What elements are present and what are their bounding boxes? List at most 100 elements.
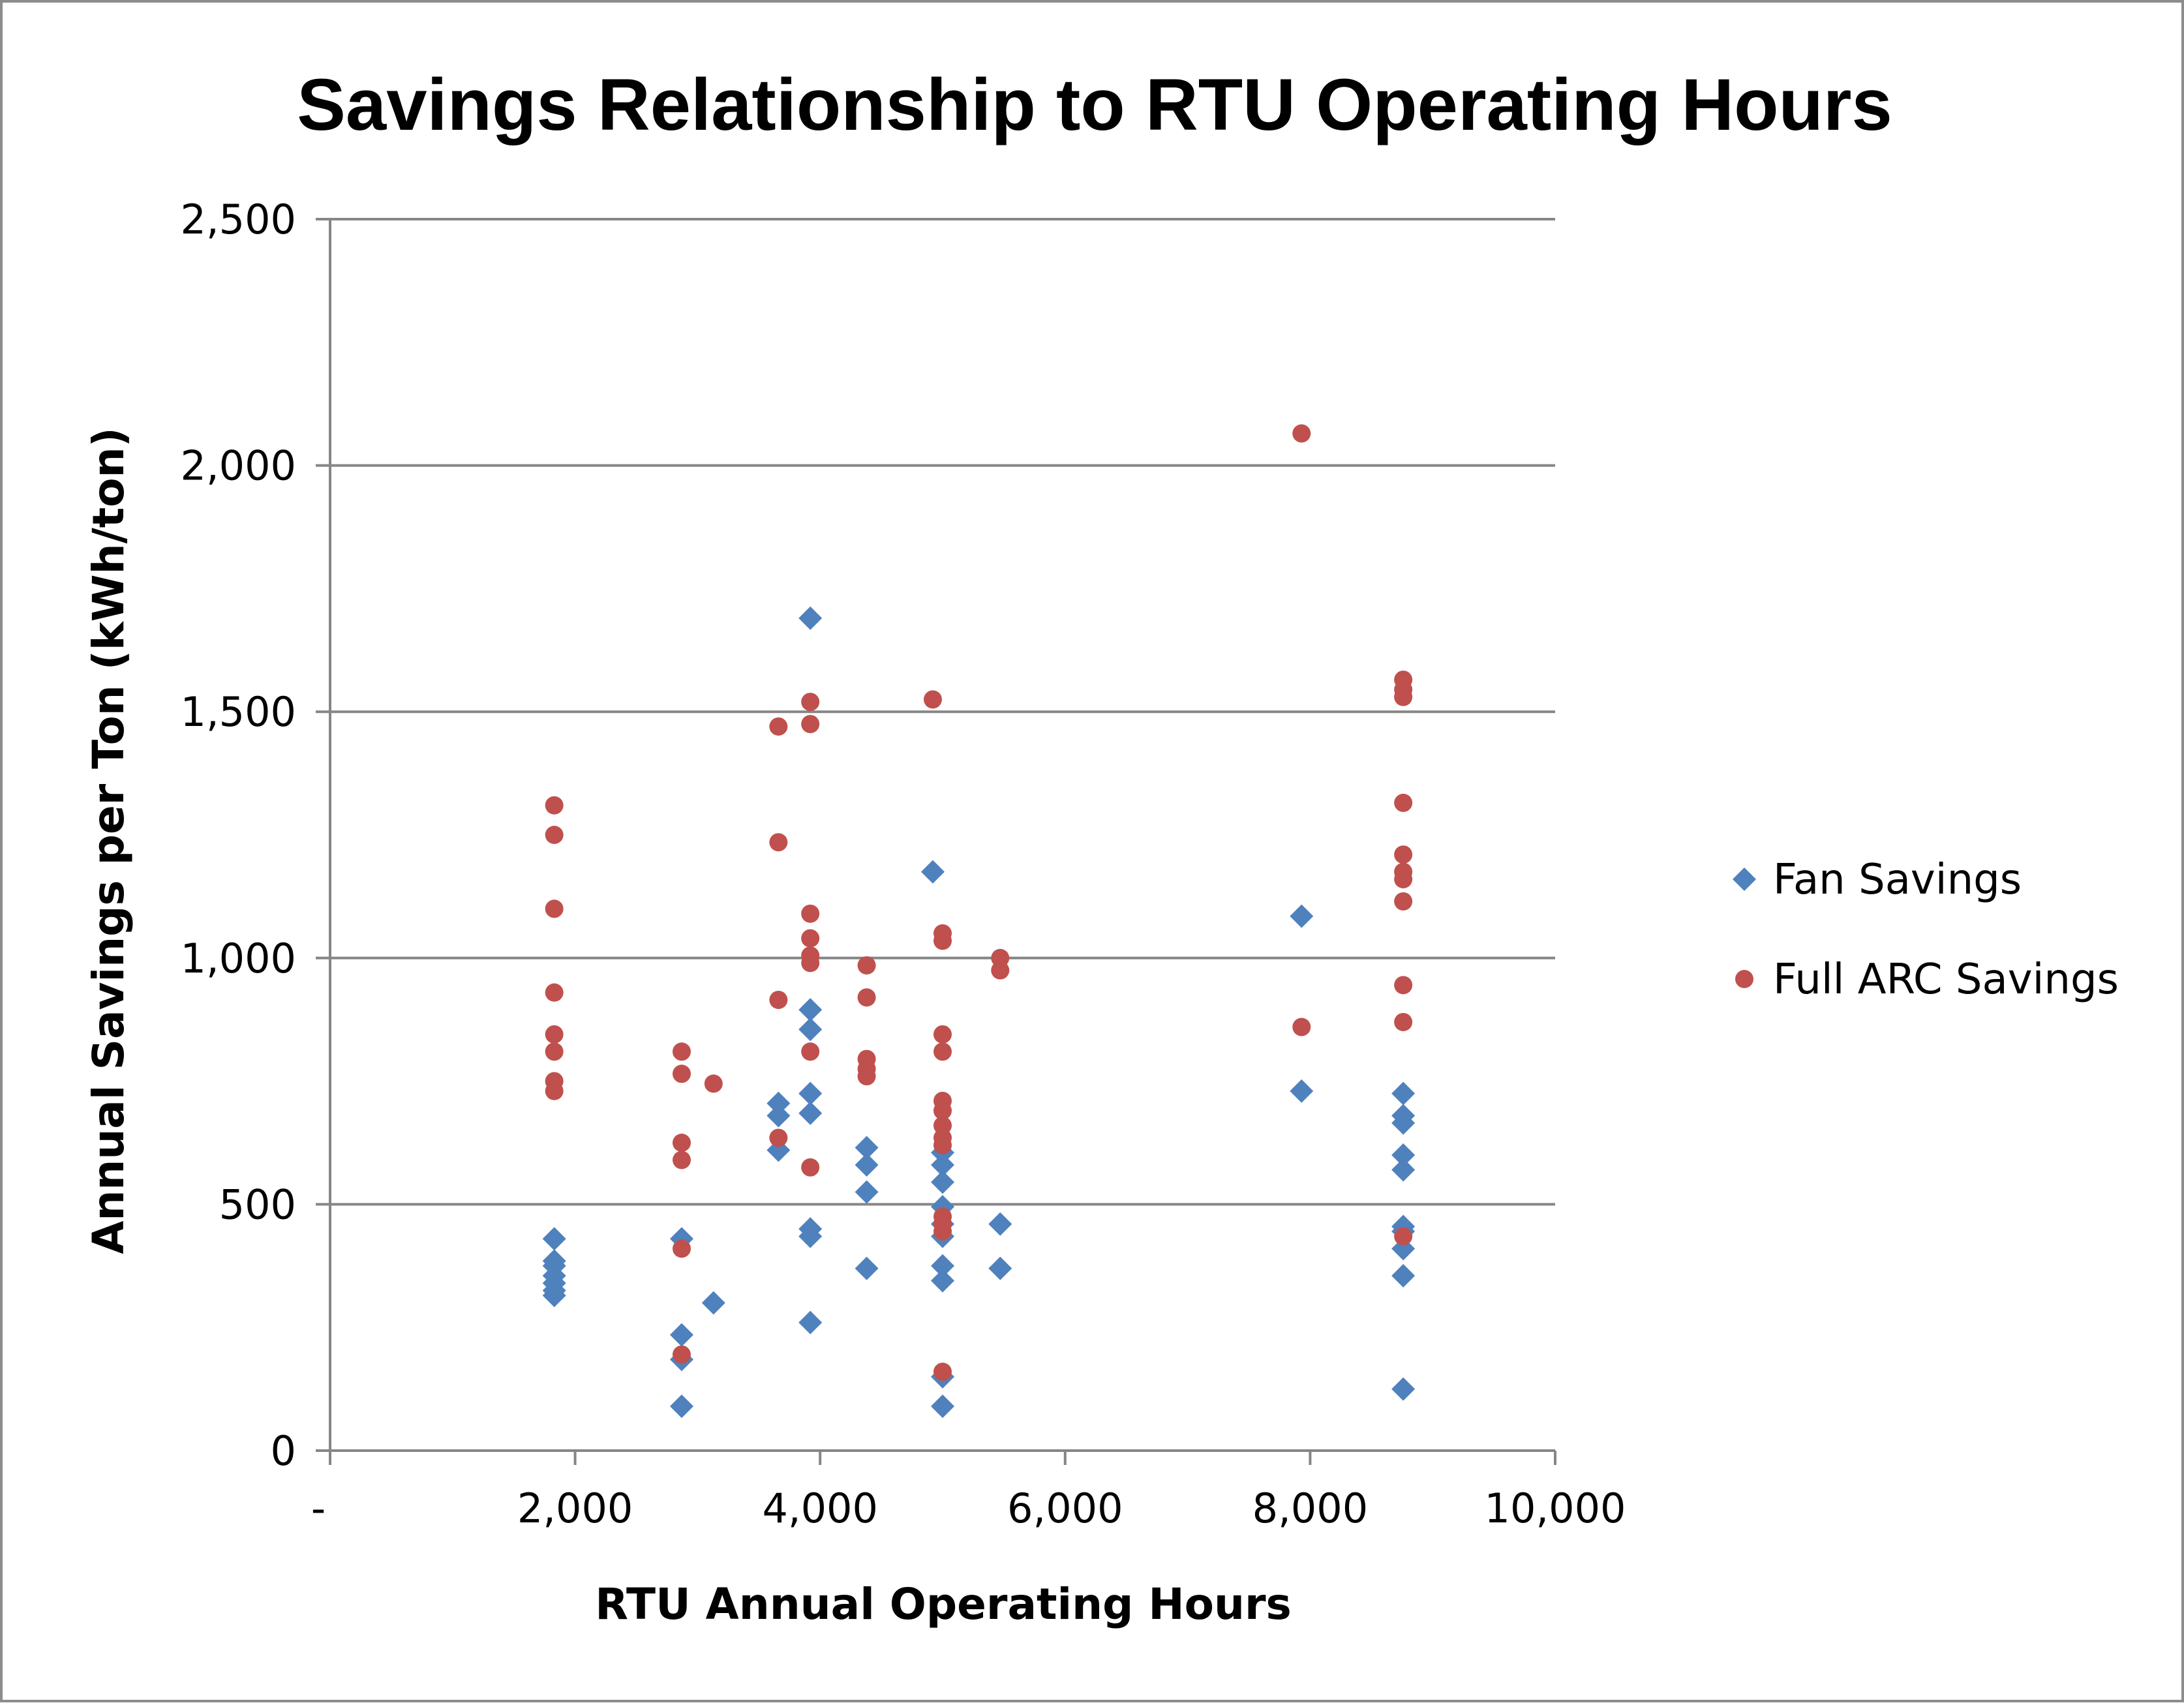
fan-savings-point bbox=[798, 1310, 823, 1335]
fan-savings-point bbox=[766, 1104, 791, 1128]
full-arc-savings-point bbox=[545, 796, 564, 815]
full-arc-savings-point bbox=[933, 1222, 952, 1241]
fan-savings-point bbox=[1391, 1158, 1416, 1182]
fan-savings-point bbox=[1290, 1079, 1314, 1103]
fan-savings-point bbox=[931, 1395, 954, 1419]
legend-marker-full-arc-savings bbox=[1735, 970, 1753, 988]
y-axis-ticks: 0 500 1,000 1,500 2,000 2,500 bbox=[181, 196, 330, 1475]
fan-savings-point bbox=[798, 1081, 823, 1106]
fan-savings-point bbox=[798, 1224, 823, 1248]
full-arc-savings-point bbox=[769, 833, 788, 852]
x-tick-label-3: 6,000 bbox=[1007, 1485, 1123, 1532]
y-tick-label-4: 2,000 bbox=[181, 442, 297, 490]
fan-savings-point bbox=[542, 1227, 566, 1251]
chart-title: Savings Relationship to RTU Operating Ho… bbox=[297, 64, 1892, 145]
fan-savings-point bbox=[988, 1212, 1012, 1236]
fan-savings-point bbox=[1290, 904, 1314, 928]
fan-savings-point bbox=[1391, 1263, 1416, 1288]
full-arc-savings-point bbox=[801, 1042, 820, 1061]
fan-savings-point bbox=[669, 1395, 693, 1419]
fan-savings-point bbox=[855, 1256, 879, 1280]
fan-savings-point bbox=[931, 1153, 954, 1177]
gridlines bbox=[330, 218, 1555, 1206]
full-arc-savings-point bbox=[1394, 976, 1413, 995]
x-tick-label-4: 8,000 bbox=[1252, 1485, 1369, 1532]
fan-savings-point bbox=[1391, 1143, 1416, 1167]
full-arc-savings-point bbox=[672, 1345, 691, 1364]
legend-item-fan-savings: Fan Savings bbox=[1733, 856, 2022, 904]
full-arc-savings-point bbox=[1394, 845, 1413, 864]
full-arc-savings-point bbox=[672, 1151, 691, 1169]
full-arc-savings-point bbox=[933, 1025, 952, 1044]
legend-item-full-arc-savings: Full ARC Savings bbox=[1735, 956, 2119, 1004]
axes bbox=[329, 219, 1555, 1452]
full-arc-savings-point bbox=[545, 983, 564, 1002]
full-arc-savings-point bbox=[769, 990, 788, 1009]
fan-savings-point bbox=[931, 1170, 954, 1194]
x-tick-label-0: - bbox=[311, 1485, 326, 1532]
full-arc-savings-point bbox=[1394, 1227, 1413, 1246]
full-arc-savings-point bbox=[801, 715, 820, 734]
legend: Fan Savings Full ARC Savings bbox=[1733, 856, 2119, 1004]
full-arc-savings-point bbox=[923, 690, 942, 709]
full-arc-savings-point bbox=[545, 1081, 564, 1100]
y-axis-label: Annual Savings per Ton (kWh/ton) bbox=[83, 427, 134, 1254]
full-arc-savings-point bbox=[545, 1025, 564, 1044]
full-arc-savings-point bbox=[801, 904, 820, 923]
x-axis-ticks: - 2,000 4,000 6,000 8,000 10,000 bbox=[311, 1451, 1626, 1532]
fan-savings-point bbox=[1391, 1081, 1416, 1106]
data-points bbox=[542, 424, 1416, 1419]
full-arc-savings-point bbox=[991, 961, 1010, 980]
full-arc-savings-point bbox=[545, 1042, 564, 1061]
fan-savings-point bbox=[988, 1256, 1012, 1280]
full-arc-savings-point bbox=[1394, 892, 1413, 911]
full-arc-savings-point bbox=[801, 1158, 820, 1177]
fan-savings-point bbox=[798, 1018, 823, 1042]
fan-savings-point bbox=[798, 998, 823, 1022]
full-arc-savings-point bbox=[1394, 687, 1413, 706]
fan-savings-point bbox=[920, 860, 945, 884]
full-arc-savings-point bbox=[1394, 793, 1413, 812]
fan-savings-point bbox=[855, 1180, 879, 1204]
fan-savings-point bbox=[931, 1254, 954, 1278]
scatter-chart: Savings Relationship to RTU Operating Ho… bbox=[83, 64, 2119, 1629]
fan-savings-point bbox=[1391, 1111, 1416, 1135]
full-arc-savings-point bbox=[672, 1239, 691, 1258]
x-tick-label-2: 4,000 bbox=[762, 1485, 878, 1532]
x-axis-label: RTU Annual Operating Hours bbox=[595, 1579, 1292, 1629]
full-arc-savings-point bbox=[801, 929, 820, 948]
fan-savings-point bbox=[701, 1291, 725, 1315]
full-arc-savings-point bbox=[1394, 1012, 1413, 1031]
full-arc-savings-point bbox=[769, 1128, 788, 1147]
legend-label-fan-savings: Fan Savings bbox=[1773, 856, 2022, 904]
full-arc-savings-point bbox=[857, 956, 876, 975]
fan-savings-point bbox=[1391, 1377, 1416, 1401]
fan-savings-point bbox=[798, 1101, 823, 1125]
full-arc-savings-point bbox=[672, 1042, 691, 1061]
fan-savings-point bbox=[798, 606, 823, 630]
full-arc-savings-point bbox=[1292, 424, 1311, 443]
y-tick-label-3: 1,500 bbox=[181, 688, 297, 736]
full-arc-savings-point bbox=[933, 931, 952, 950]
y-tick-label-0: 0 bbox=[271, 1427, 296, 1475]
fan-savings-point bbox=[766, 1091, 791, 1115]
full-arc-savings-point bbox=[857, 1067, 876, 1086]
full-arc-savings-point bbox=[672, 1134, 691, 1152]
series-full-arc-savings bbox=[545, 424, 1413, 1381]
series-fan-savings bbox=[542, 606, 1416, 1419]
full-arc-savings-point bbox=[1394, 869, 1413, 888]
fan-savings-point bbox=[855, 1136, 879, 1160]
full-arc-savings-point bbox=[933, 1101, 952, 1120]
full-arc-savings-point bbox=[801, 954, 820, 973]
full-arc-savings-point bbox=[769, 717, 788, 736]
full-arc-savings-point bbox=[1292, 1018, 1311, 1036]
y-tick-label-5: 2,500 bbox=[181, 196, 297, 243]
legend-marker-fan-savings bbox=[1733, 868, 1756, 891]
x-tick-label-1: 2,000 bbox=[517, 1485, 633, 1532]
full-arc-savings-point bbox=[704, 1074, 723, 1093]
fan-savings-point bbox=[855, 1153, 879, 1177]
fan-savings-point bbox=[931, 1269, 954, 1293]
x-tick-label-5: 10,000 bbox=[1485, 1485, 1626, 1532]
full-arc-savings-point bbox=[933, 1042, 952, 1061]
